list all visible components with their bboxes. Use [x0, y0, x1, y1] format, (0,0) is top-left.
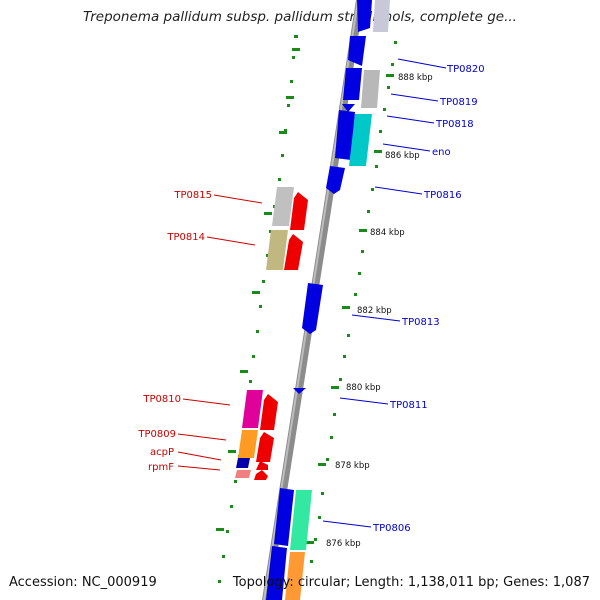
- gene-label-tp0813[interactable]: TP0813: [401, 317, 440, 328]
- cog-box[interactable]: [242, 390, 263, 428]
- gene-label-tp0809[interactable]: TP0809: [137, 429, 176, 440]
- forward-gene-labels: TP0820 TP0819 TP0818 eno TP0816 TP0813 T…: [372, 64, 485, 534]
- gene-label-tp0816[interactable]: TP0816: [423, 190, 462, 201]
- gene-arrow[interactable]: [293, 388, 306, 394]
- tick-label: 876 kbp: [326, 539, 361, 549]
- cog-box[interactable]: [235, 470, 251, 478]
- reverse-label-leaders: [177, 194, 263, 471]
- gene-arrow[interactable]: [256, 461, 268, 470]
- gene-label-rpmf[interactable]: rpmF: [148, 462, 174, 473]
- gene-arrow[interactable]: [274, 488, 294, 546]
- gene-label-tp0815[interactable]: TP0815: [173, 190, 212, 201]
- gene-label-tp0818[interactable]: TP0818: [435, 119, 474, 130]
- gene-arrow[interactable]: [284, 234, 303, 270]
- tick-label: 880 kbp: [346, 383, 381, 393]
- tick-ring-outer: [310, 41, 397, 563]
- gene-arrow[interactable]: [335, 110, 355, 160]
- gene-label-tp0810[interactable]: TP0810: [142, 394, 181, 405]
- cog-box[interactable]: [361, 70, 380, 108]
- gene-arrow[interactable]: [343, 68, 362, 100]
- tick-marks-inner: [216, 48, 300, 531]
- cog-box[interactable]: [266, 230, 288, 270]
- forward-label-leaders: [322, 58, 447, 528]
- tick-label: 884 kbp: [370, 228, 405, 238]
- gene-arrow[interactable]: [254, 470, 268, 480]
- gene-label-acpp[interactable]: acpP: [150, 447, 174, 458]
- gene-arrow[interactable]: [342, 104, 355, 112]
- gene-arrow[interactable]: [266, 546, 287, 600]
- cog-box[interactable]: [290, 490, 312, 550]
- gene-arrow[interactable]: [260, 394, 278, 430]
- cog-box[interactable]: [272, 187, 294, 226]
- gene-arrow[interactable]: [357, 0, 372, 32]
- accession-label: Accession: NC_000919: [9, 575, 157, 590]
- reverse-gene-labels: TP0815 TP0814 TP0810 TP0809 acpP rpmF: [137, 190, 212, 473]
- gene-label-eno[interactable]: eno: [432, 147, 451, 158]
- kbp-tick-labels: 888 kbp 886 kbp 884 kbp 882 kbp 880 kbp …: [326, 73, 433, 549]
- gene-label-tp0820[interactable]: TP0820: [446, 64, 485, 75]
- cog-box[interactable]: [238, 430, 258, 458]
- gene-arrow[interactable]: [290, 192, 308, 230]
- gene-label-tp0814[interactable]: TP0814: [166, 232, 205, 243]
- cog-box[interactable]: [373, 0, 390, 32]
- tick-label: 878 kbp: [335, 461, 370, 471]
- cog-box[interactable]: [285, 552, 305, 600]
- cog-box[interactable]: [349, 114, 372, 166]
- reverse-gene-track: [235, 187, 308, 480]
- gene-arrow[interactable]: [302, 283, 323, 334]
- gene-label-tp0811[interactable]: TP0811: [389, 400, 428, 411]
- forward-gene-track: [266, 0, 390, 600]
- cog-box[interactable]: [236, 458, 250, 468]
- tick-label: 882 kbp: [357, 306, 392, 316]
- gene-arrow[interactable]: [326, 166, 345, 194]
- genome-stats: Topology: circular; Length: 1,138,011 bp…: [232, 575, 590, 590]
- tick-label: 886 kbp: [385, 151, 420, 161]
- gene-label-tp0806[interactable]: TP0806: [372, 523, 411, 534]
- tick-marks-kbp: [306, 74, 394, 544]
- tick-label: 888 kbp: [398, 73, 433, 83]
- map-title: Treponema pallidum subsp. pallidum str. …: [83, 9, 517, 25]
- gene-arrow[interactable]: [256, 432, 274, 462]
- gene-label-tp0819[interactable]: TP0819: [439, 97, 478, 108]
- gene-arrow[interactable]: [348, 36, 366, 66]
